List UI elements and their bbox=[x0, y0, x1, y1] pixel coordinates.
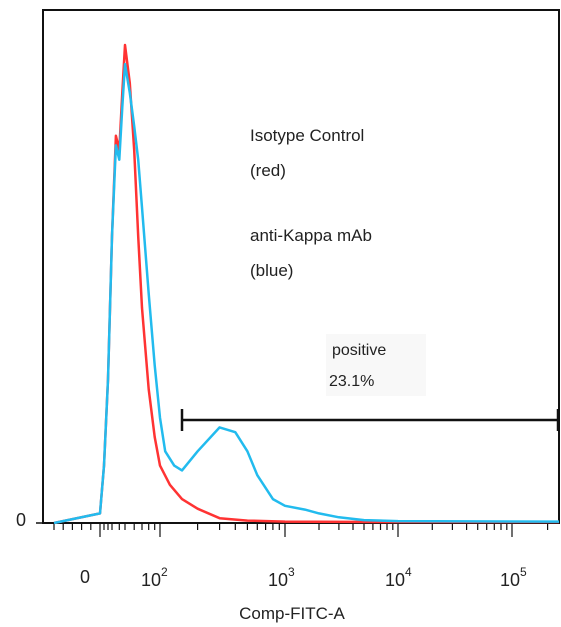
x-tick-labels: 0 102 103 104 105 bbox=[80, 565, 527, 590]
x-tick-label-0: 0 bbox=[80, 567, 90, 587]
x-tick-label-10-5: 105 bbox=[500, 565, 527, 590]
x-ticks bbox=[53, 523, 549, 537]
annotation-red: (red) bbox=[250, 161, 286, 180]
annotation-blue: (blue) bbox=[250, 261, 293, 280]
plot-frame bbox=[42, 9, 560, 524]
x-tick-label-10-4: 104 bbox=[385, 565, 412, 590]
gate-label: positive bbox=[332, 342, 386, 359]
positive-gate: positive 23.1% bbox=[180, 334, 560, 431]
x-tick-label-base: 10 bbox=[385, 570, 405, 590]
x-tick-label-exp: 3 bbox=[288, 565, 295, 579]
x-tick-label-exp: 4 bbox=[405, 565, 412, 579]
annotation-isotype-control: Isotype Control bbox=[250, 126, 364, 145]
y-tick-label-0: 0 bbox=[16, 510, 26, 530]
series-line-blue bbox=[53, 62, 560, 525]
x-tick-label-base: 10 bbox=[500, 570, 520, 590]
x-tick-label-10-2: 102 bbox=[141, 565, 168, 590]
x-axis-title: Comp-FITC-A bbox=[239, 604, 345, 623]
x-tick-label-10-3: 103 bbox=[268, 565, 295, 590]
gate-label-background bbox=[326, 334, 426, 396]
x-tick-label-exp: 2 bbox=[161, 565, 168, 579]
y-zero-tick: 0 bbox=[16, 510, 43, 530]
x-tick-label-exp: 5 bbox=[520, 565, 527, 579]
gate-value: 23.1% bbox=[329, 373, 374, 390]
annotation-anti-kappa: anti-Kappa mAb bbox=[250, 226, 372, 245]
x-tick-label-base: 10 bbox=[268, 570, 288, 590]
legend-annotation: Isotype Control (red) anti-Kappa mAb (bl… bbox=[250, 126, 372, 280]
series-layer bbox=[53, 43, 560, 525]
x-tick-label-base: 10 bbox=[141, 570, 161, 590]
